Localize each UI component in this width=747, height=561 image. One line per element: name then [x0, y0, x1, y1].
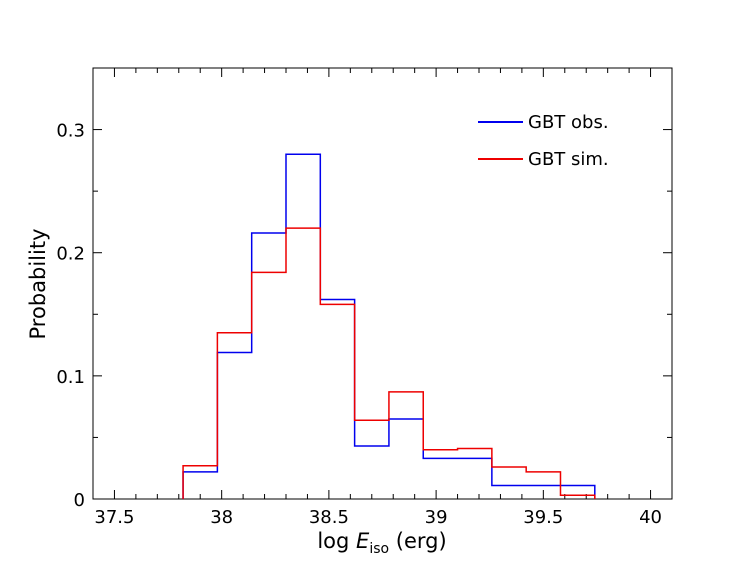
histogram-bin: [217, 333, 251, 499]
histogram-bin: [492, 467, 526, 499]
histogram-bin: [217, 352, 251, 499]
y-axis-label: Probability: [26, 228, 50, 339]
histogram-bin: [458, 458, 492, 499]
legend-label: GBT obs.: [528, 112, 609, 133]
y-tick-label: 0.3: [56, 121, 85, 142]
histogram-bin: [492, 485, 526, 499]
histogram-bin: [355, 420, 389, 499]
y-tick-label: 0.1: [56, 367, 85, 388]
histogram-bin: [458, 449, 492, 499]
histogram-bin: [560, 485, 594, 499]
axis-ticks: 37.5 38 38.5 39 39.5 40 0 0.1 0.2 0.3: [56, 67, 673, 528]
x-axis-label-variable: E: [356, 529, 370, 553]
x-tick-label: 38.5: [309, 507, 349, 528]
x-tick-label: 39.5: [523, 507, 563, 528]
histogram-bin: [355, 446, 389, 499]
legend: GBT obs. GBT sim.: [478, 112, 609, 170]
x-tick-label: 37.5: [94, 507, 134, 528]
data-series: [182, 153, 596, 499]
y-tick-label: 0.2: [56, 244, 85, 265]
x-axis-label-prefix: log: [317, 529, 356, 553]
histogram-bin: [252, 272, 286, 499]
x-axis-label-suffix: (erg): [389, 529, 447, 553]
histogram-step-line: [182, 227, 596, 499]
histogram-bin: [423, 458, 457, 499]
histogram-bin: [423, 450, 457, 499]
histogram-bin: [389, 419, 423, 499]
series-obs: [182, 153, 596, 499]
x-tick-label: 38: [210, 507, 233, 528]
histogram-bin: [320, 304, 354, 499]
x-axis-label-subscript: iso: [369, 541, 389, 557]
x-axis-label: log Eiso (erg): [317, 529, 446, 557]
histogram-bin: [389, 392, 423, 499]
histogram-bin: [286, 154, 320, 499]
legend-label: GBT sim.: [528, 149, 609, 170]
x-tick-label: 40: [639, 507, 662, 528]
y-tick-label: 0: [74, 490, 85, 511]
histogram-bin: [320, 300, 354, 499]
plot-frame: [92, 67, 673, 500]
x-tick-label: 39: [425, 507, 448, 528]
histogram-step-line: [182, 153, 596, 499]
histogram-bin: [286, 228, 320, 499]
series-sim: [182, 227, 596, 499]
